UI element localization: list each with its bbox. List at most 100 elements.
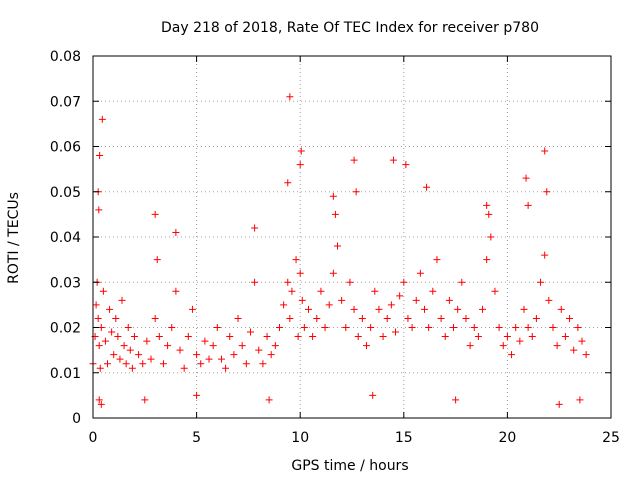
data-point (193, 351, 201, 359)
data-point (255, 346, 263, 354)
data-point (96, 364, 104, 372)
data-point (479, 305, 487, 313)
x-tick-label: 10 (291, 430, 309, 446)
data-point (325, 301, 333, 309)
data-point (96, 152, 104, 160)
data-point (309, 333, 317, 341)
data-point (172, 287, 180, 295)
data-point (367, 324, 375, 331)
data-point (297, 147, 305, 155)
data-point (188, 305, 196, 313)
data-point (483, 201, 491, 209)
chart-title: Day 218 of 2018, Rate Of TEC Index for r… (161, 20, 539, 36)
x-tick-label: 25 (602, 430, 620, 446)
x-tick-label: 15 (395, 430, 413, 446)
data-point (296, 161, 304, 169)
data-point (286, 93, 294, 101)
data-point (346, 278, 354, 286)
data-point (549, 324, 557, 331)
data-point (271, 342, 279, 350)
data-point (246, 328, 254, 336)
data-point (122, 360, 130, 368)
data-point (375, 305, 383, 313)
data-point (112, 314, 120, 322)
data-point (275, 324, 283, 331)
data-point (423, 183, 431, 191)
data-point (379, 333, 387, 341)
data-point (242, 360, 250, 368)
data-point (524, 324, 532, 331)
data-point (193, 391, 201, 399)
data-point (371, 287, 379, 295)
data-point (95, 342, 103, 350)
data-point (265, 396, 273, 404)
data-point (462, 314, 470, 322)
data-point (470, 324, 478, 331)
data-point (94, 314, 102, 322)
data-point (288, 287, 296, 295)
data-point (234, 314, 242, 322)
data-point (445, 296, 453, 304)
data-point (155, 333, 163, 341)
data-point (524, 201, 532, 209)
x-tick-label: 20 (498, 430, 516, 446)
data-point (313, 314, 321, 322)
data-point (441, 333, 449, 341)
data-point (578, 337, 586, 345)
x-tick-label: 0 (89, 430, 98, 446)
x-axis-label: GPS time / hours (291, 458, 408, 474)
data-point (342, 324, 350, 331)
data-point (543, 188, 551, 196)
data-point (128, 364, 136, 372)
data-point (159, 360, 167, 368)
data-point (520, 305, 528, 313)
data-point (354, 333, 362, 341)
data-point (205, 355, 213, 363)
data-point (286, 314, 294, 322)
data-point (522, 174, 530, 182)
data-point (153, 256, 161, 264)
data-point (95, 206, 103, 214)
data-point (402, 161, 410, 169)
data-point (485, 210, 493, 218)
data-point (389, 156, 397, 164)
data-point (104, 360, 112, 368)
data-point (537, 278, 545, 286)
y-axis-label: ROTI / TECUs (6, 192, 22, 284)
y-tick-label: 0.01 (50, 366, 81, 382)
data-point (317, 287, 325, 295)
y-tick-label: 0 (72, 411, 81, 427)
data-point (298, 296, 306, 304)
y-tick-label: 0.06 (50, 140, 81, 156)
data-points (89, 93, 590, 408)
data-point (338, 296, 346, 304)
data-point (213, 324, 221, 331)
data-point (408, 324, 416, 331)
data-point (570, 346, 578, 354)
data-point (582, 351, 590, 359)
grid-lines (93, 56, 611, 418)
data-point (495, 324, 503, 331)
data-point (425, 324, 433, 331)
data-point (412, 296, 420, 304)
data-point (209, 342, 217, 350)
data-point (101, 337, 109, 345)
data-point (429, 287, 437, 295)
data-point (217, 355, 225, 363)
data-point (118, 296, 126, 304)
data-point (400, 278, 408, 286)
data-point (180, 364, 188, 372)
data-point (545, 296, 553, 304)
data-point (557, 305, 565, 313)
data-point (421, 305, 429, 313)
y-tick-label: 0.08 (50, 49, 81, 65)
data-point (292, 256, 300, 264)
data-point (238, 342, 246, 350)
data-point (329, 192, 337, 200)
data-point (263, 333, 271, 341)
data-point (120, 342, 128, 350)
y-tick-label: 0.07 (50, 94, 81, 110)
data-point (95, 396, 103, 404)
data-point (516, 337, 524, 345)
